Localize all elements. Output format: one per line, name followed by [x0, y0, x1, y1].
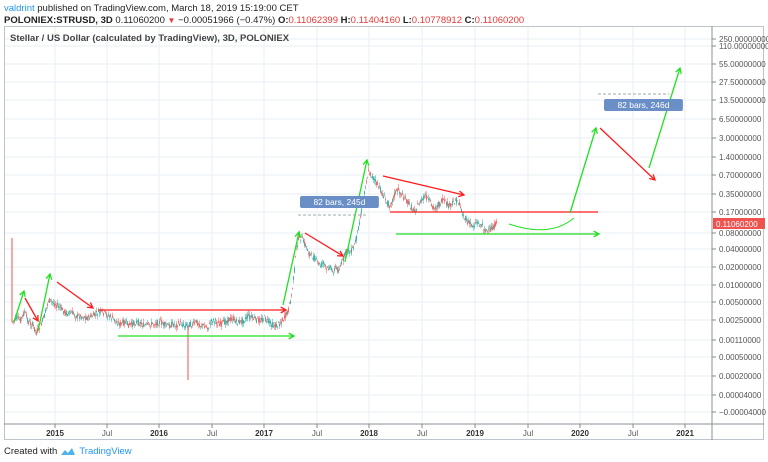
y-tick-label: 3.00000000: [719, 134, 762, 143]
x-tick-label: 2021: [676, 429, 694, 438]
y-tick-label: 0.00250000: [719, 316, 762, 325]
x-tick-label: 2016: [150, 429, 168, 438]
low-value: 0.10778912: [411, 15, 462, 26]
green-trend-arrow-head: [294, 230, 302, 238]
y-tick-label: 1.40000000: [719, 153, 762, 162]
x-tick-label: 2018: [360, 429, 378, 438]
y-tick-label: 0.00110000: [719, 336, 761, 345]
red-trend-arrow-head: [32, 314, 39, 323]
x-tick-label: 2020: [571, 429, 589, 438]
open-label: O:: [277, 15, 289, 26]
high-value: 0.11404160: [350, 15, 401, 26]
drawing-annotations: 82 bars, 245d 82 bars, 246d: [13, 66, 683, 340]
y-tick-label: 250.00000000: [719, 35, 768, 44]
green-trend-arrow-head: [675, 66, 682, 75]
x-tick-label: Jul: [523, 429, 533, 438]
red-trend-arrow: [56, 281, 94, 309]
green-trend-arrow-head: [45, 272, 53, 280]
x-tick-label: 2019: [466, 429, 484, 438]
time-axis[interactable]: 2015 Jul 2016 Jul 2017 Jul 2018 Jul 2019 Jul 2020 J…: [46, 424, 694, 438]
y-tick-label: 0.70000000: [719, 171, 762, 180]
last-price: 0.11060200: [115, 15, 165, 26]
close-value: 0.11060200: [474, 15, 525, 26]
y-tick-label: 0.35000000: [719, 190, 762, 199]
y-tick-label: 27.50000000: [719, 78, 766, 87]
candles: [11, 166, 497, 380]
y-tick-label: −0.00004000: [719, 408, 766, 417]
green-trend-arrow: [648, 67, 681, 169]
tradingview-link[interactable]: TradingView: [79, 446, 132, 457]
red-trend-arrow: [599, 127, 656, 181]
down-triangle-icon: ▼: [167, 16, 176, 25]
green-trend-arrow-head: [288, 332, 296, 340]
date-range-measure-2-box: [604, 99, 683, 111]
y-tick-label: 0.02000000: [719, 263, 762, 272]
red-trend-arrow-head: [649, 174, 656, 181]
high-label: H:: [340, 15, 351, 26]
y-tick-label: 55.00000000: [719, 60, 766, 69]
y-tick-label: 0.04000000: [719, 245, 762, 254]
created-with-label: Created with: [4, 446, 58, 457]
x-tick-label: Jul: [628, 429, 638, 438]
green-trend-arrow-head: [362, 158, 370, 166]
open-value: 0.11062399: [288, 15, 339, 26]
y-tick-label: 0.08000000: [719, 229, 762, 238]
x-tick-label: Jul: [312, 429, 322, 438]
green-trend-arrow: [282, 231, 300, 306]
chart-legend: Stellar / US Dollar (calculated by Tradi…: [10, 33, 290, 44]
x-tick-label: Jul: [102, 429, 112, 438]
y-tick-label: 13.50000000: [719, 96, 766, 105]
green-trend-arrow-head: [19, 289, 26, 298]
symbol-info: POLONIEX:STRUSD, 3D 0.11060200 ▼ −0.0005…: [4, 15, 524, 26]
low-label: L:: [402, 15, 412, 26]
date-range-measure-1-box: [300, 196, 379, 208]
green-trend-arrow-head: [591, 126, 598, 135]
y-tick-label: 0.00050000: [719, 353, 762, 362]
y-tick-label: 6.50000000: [719, 115, 762, 124]
green-trend-arrow: [13, 290, 25, 323]
green-trend-arrow-head: [593, 230, 601, 238]
published-text: published on TradingView.com, March 18, …: [34, 3, 299, 14]
y-tick-label: 0.00500000: [719, 298, 762, 307]
red-trend-arrow-head: [336, 250, 345, 257]
red-trend-arrow-head: [280, 306, 288, 314]
red-trend-arrow: [24, 297, 39, 322]
symbol-label: POLONIEX:STRUSD, 3D: [4, 15, 113, 26]
y-tick-label: 0.17000000: [719, 208, 762, 217]
price-change: −0.00051966 (−0.47%): [178, 15, 276, 26]
green-trend-arrow: [37, 273, 51, 332]
y-tick-label: 0.01000000: [719, 281, 762, 290]
red-trend-arrow-head: [458, 190, 466, 198]
green-trend-arrow: [569, 127, 597, 214]
last-price-tag: [713, 218, 765, 229]
last-price-label: 0.11060200: [716, 220, 758, 229]
tradingview-logo-icon: [61, 448, 76, 455]
x-tick-label: Jul: [417, 429, 427, 438]
green-projection-curve: [508, 217, 575, 231]
red-trend-arrow: [382, 175, 465, 196]
footer: Created with TradingView: [4, 446, 132, 457]
grid-lines: [5, 27, 712, 424]
x-tick-label: 2017: [255, 429, 273, 438]
date-range-measure-2-label: 82 bars, 246d: [617, 100, 669, 110]
x-tick-label: Jul: [207, 429, 217, 438]
author-link[interactable]: valdrint: [4, 3, 35, 14]
publish-info: valdrint published on TradingView.com, M…: [4, 3, 299, 14]
close-label: C:: [464, 15, 475, 26]
date-range-measure-1-label: 82 bars, 245d: [313, 197, 365, 207]
red-trend-arrow: [304, 232, 344, 257]
green-trend-arrow: [344, 159, 368, 263]
chart-frame: [4, 26, 764, 440]
y-tick-label: 110.00000000: [719, 42, 768, 51]
y-tick-label: 0.00020000: [719, 372, 762, 381]
x-tick-label: 2015: [46, 429, 64, 438]
red-trend-arrow-head: [86, 302, 95, 309]
y-tick-label: 0.00004000: [719, 391, 762, 400]
